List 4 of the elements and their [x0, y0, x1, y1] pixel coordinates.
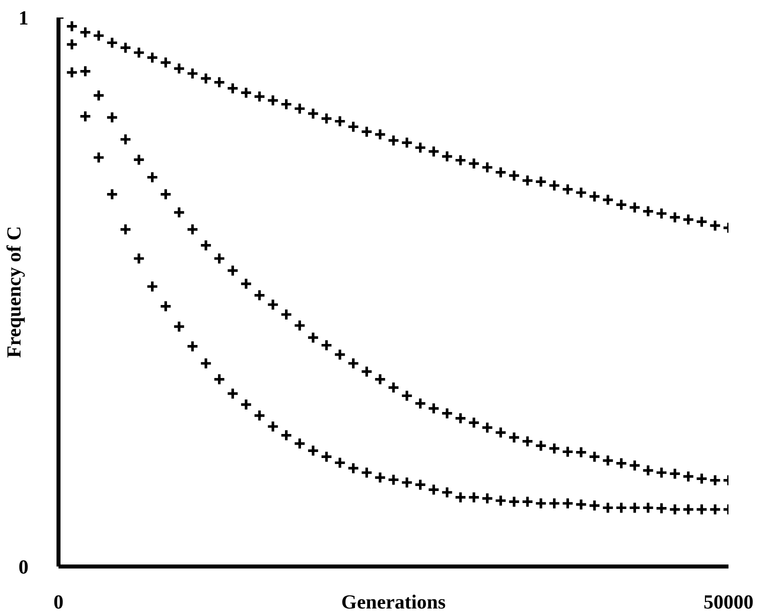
- x-tick-label: 50000: [704, 592, 754, 614]
- x-axis-title: Generations: [341, 592, 446, 614]
- y-axis-title: Frequency of C: [4, 226, 26, 358]
- y-tick-label: 1: [18, 8, 28, 30]
